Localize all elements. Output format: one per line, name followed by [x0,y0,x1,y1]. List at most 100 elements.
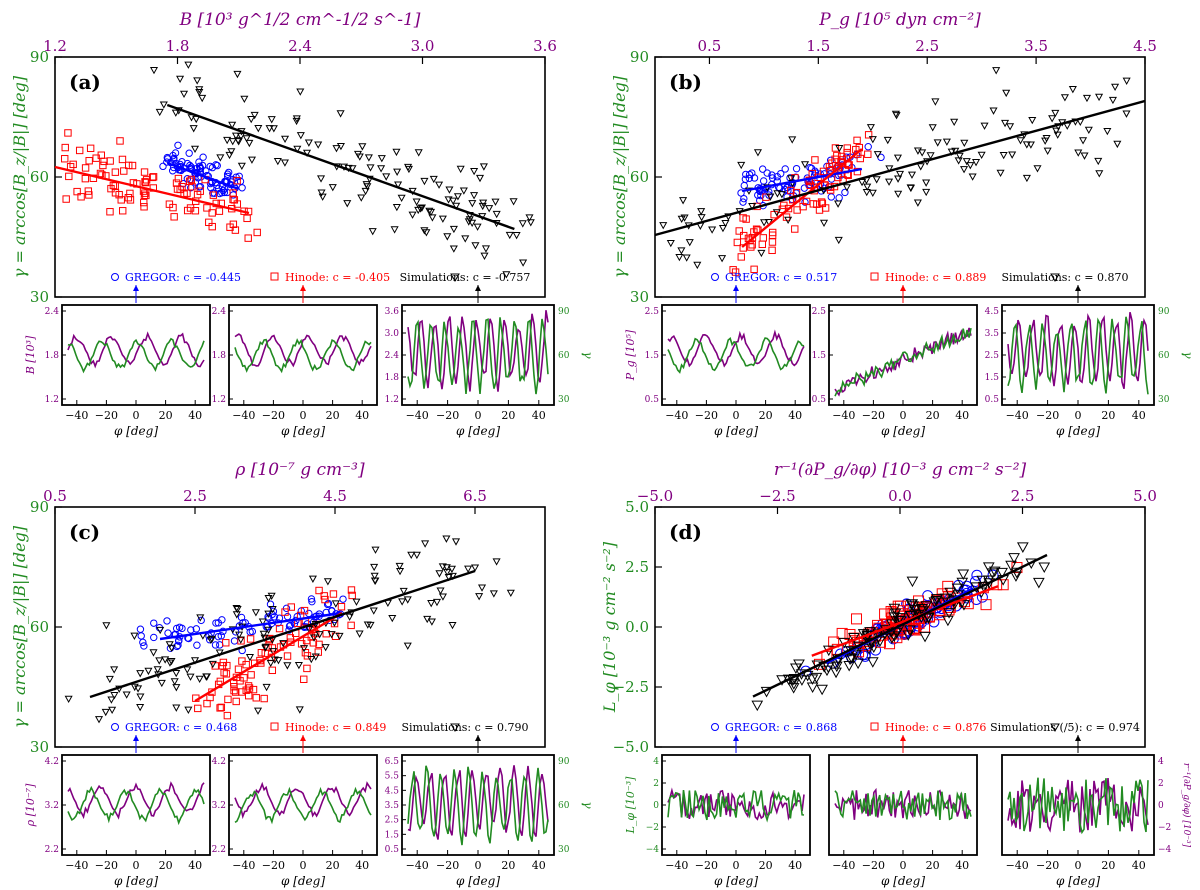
data-point [296,88,305,96]
data-point [843,144,852,152]
data-point [788,136,797,144]
data-point [429,175,438,184]
data-point [315,586,323,595]
data-point [830,661,843,673]
data-point [1016,137,1025,145]
panel-a-fit-line-gregor [166,161,240,191]
data-point [246,635,255,643]
subpanel-right-axis-label: γ [1181,351,1195,359]
data-point [834,200,843,208]
data-point [233,177,241,185]
data-point [825,163,834,171]
data-point [422,229,431,237]
panel-b-series-simulations [659,67,1131,270]
data-point [230,196,239,204]
data-point [134,685,143,693]
data-point [968,173,977,181]
data-point [163,155,172,163]
data-point [345,613,354,621]
data-point [777,191,786,199]
data-point [399,587,408,596]
data-point [223,170,232,178]
panel-a-fit-line-simulations [166,103,515,231]
subpanel-x-tick-label: 0 [1075,409,1082,422]
data-point [853,136,861,145]
data-point [233,605,242,614]
subpanel-right-axis-label: γ [581,801,595,809]
data-point [86,144,95,153]
data-point [314,141,323,149]
data-point [228,121,237,130]
data-point [170,678,179,686]
data-point [916,606,929,617]
data-point [115,191,123,199]
subpanel-x-tick-label: 20 [1101,859,1115,872]
data-point [227,148,236,156]
data-point [208,660,217,669]
legend-arrow-head [475,735,481,741]
data-point [358,143,367,151]
subpanel-x-axis-label: φ [deg] [281,874,325,888]
subpanel-y-tick-label: 1.5 [812,351,827,361]
data-point [916,163,925,171]
data-point [149,173,158,181]
data-point [230,686,238,695]
panel-b-top-tick-label: 1.5 [806,37,830,55]
data-point [1008,553,1020,564]
subpanel-x-axis-label: φ [deg] [281,424,325,438]
data-point [159,162,167,171]
data-point [176,75,185,83]
data-point [750,265,758,274]
data-point [835,145,844,153]
data-point [857,629,870,640]
data-point [247,115,256,124]
data-point [269,125,278,133]
data-point [247,156,256,164]
data-point [208,222,216,231]
data-point [867,642,880,654]
data-point [229,679,238,687]
data-point [167,644,176,652]
subpanel-right-tick-label: 0 [1158,801,1164,811]
data-point [403,642,412,650]
data-point [491,198,500,206]
data-point [1074,149,1083,157]
data-point [760,219,769,227]
data-point [506,589,515,598]
data-point [231,226,240,234]
data-point [758,165,767,173]
data-point [1002,89,1011,98]
data-point [190,657,200,665]
data-point [838,156,847,164]
data-point [851,613,863,625]
data-point [183,206,192,215]
panel-a-top-axis-label: B [10³ g^1/2 cm^-1/2 s^-1] [179,10,421,30]
data-point [223,711,232,720]
data-point [768,246,776,255]
data-point [428,214,437,222]
data-point [224,695,232,704]
data-point [931,98,940,106]
data-point [183,175,192,183]
data-point [118,155,127,164]
data-point [747,243,755,251]
data-point [170,213,178,221]
data-point [891,110,900,119]
data-point [140,203,148,211]
data-point [907,171,917,179]
data-point [230,683,238,691]
subpanel-y-tick-label: 4.5 [985,307,1000,317]
data-point [61,155,69,163]
data-point [436,587,445,595]
data-point [790,663,802,675]
data-point [195,675,204,684]
data-point [269,648,278,656]
data-point [130,683,139,692]
data-point [206,636,215,644]
data-point [268,666,277,675]
data-point [403,596,412,604]
data-point [742,170,750,179]
data-point [136,625,145,633]
data-point [977,151,986,160]
data-point [844,628,856,640]
